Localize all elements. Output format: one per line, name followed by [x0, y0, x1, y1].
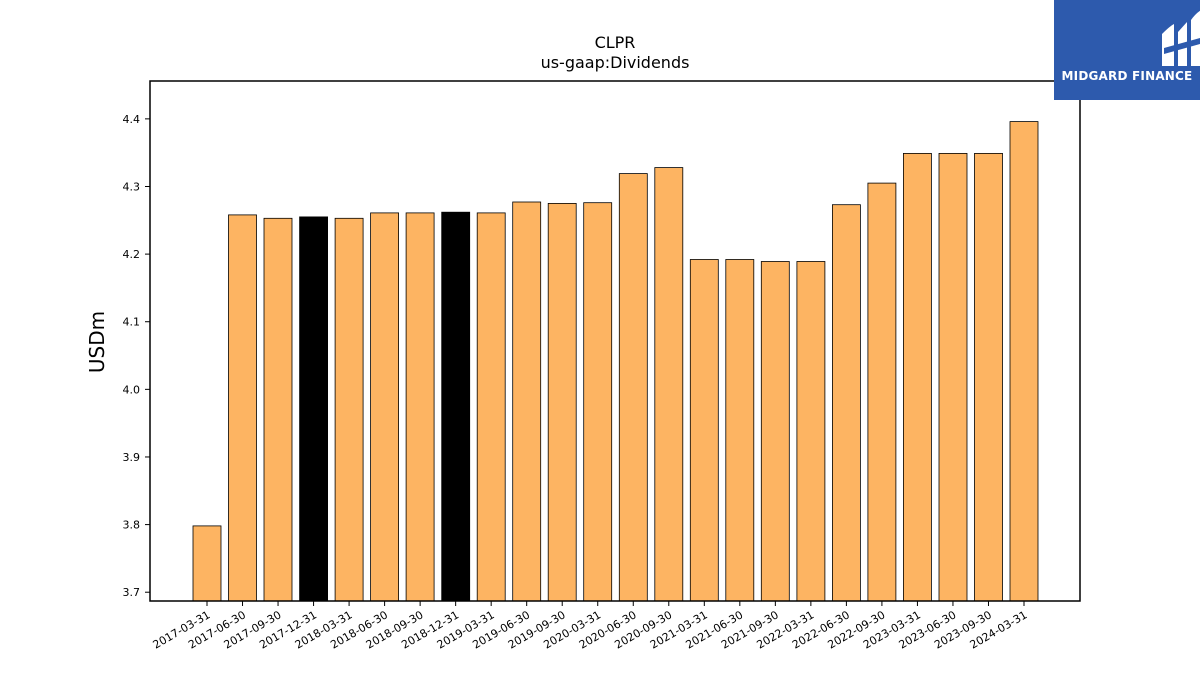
plot-frame	[149, 80, 1081, 602]
y-tick-label: 4.1	[123, 316, 141, 329]
y-tick-label: 4.3	[123, 180, 141, 193]
bar-2018-09-30	[405, 212, 435, 602]
bar-2023-03-31	[903, 152, 932, 602]
bar-2023-06-30	[938, 152, 968, 602]
bars-group	[192, 121, 1039, 602]
chart-title: CLPR	[595, 33, 636, 52]
brand-logo: MIDGARD FINANCE	[1054, 0, 1200, 100]
bar-2021-03-31	[689, 259, 719, 602]
bar-2018-06-30	[370, 212, 400, 602]
bar-2018-03-31	[334, 217, 364, 602]
bar-2019-09-30	[547, 202, 577, 602]
bar-2019-06-30	[512, 201, 542, 602]
bar-2022-03-31	[796, 261, 826, 602]
y-tick-label: 4.0	[123, 383, 141, 396]
x-axis: 2017-03-312017-06-302017-09-302017-12-31…	[151, 601, 1030, 652]
y-tick-label: 3.8	[123, 519, 141, 532]
bar-2021-06-30	[725, 259, 755, 602]
chart-subtitle: us-gaap:Dividends	[541, 53, 690, 72]
bar-2018-12-31	[441, 211, 471, 602]
bar-2022-06-30	[832, 204, 861, 602]
bar-2017-06-30	[228, 214, 257, 602]
bar-2024-03-31	[1009, 121, 1039, 602]
bar-2020-06-30	[618, 173, 648, 602]
bar-2019-03-31	[476, 212, 506, 602]
bar-2017-12-31	[299, 216, 329, 602]
bar-2020-03-31	[583, 202, 613, 602]
bar-2017-09-30	[263, 217, 293, 602]
bar-2021-09-30	[760, 261, 790, 602]
y-tick-label: 4.2	[123, 248, 141, 261]
y-axis-label: USDm	[85, 311, 109, 373]
logo-text: MIDGARD FINANCE	[1061, 69, 1193, 83]
y-tick-label: 4.4	[123, 113, 141, 126]
bar-2017-03-31	[192, 525, 222, 602]
y-axis: 3.7 3.8 3.9 4.0 4.1 4.2 4.3 4.4	[123, 113, 150, 599]
logo-mark-icon	[1162, 10, 1200, 66]
bar-2022-09-30	[867, 182, 897, 602]
y-tick-label: 3.9	[123, 451, 141, 464]
y-tick-label: 3.7	[123, 586, 141, 599]
bar-2020-09-30	[654, 167, 684, 602]
bar-2023-09-30	[974, 152, 1003, 602]
